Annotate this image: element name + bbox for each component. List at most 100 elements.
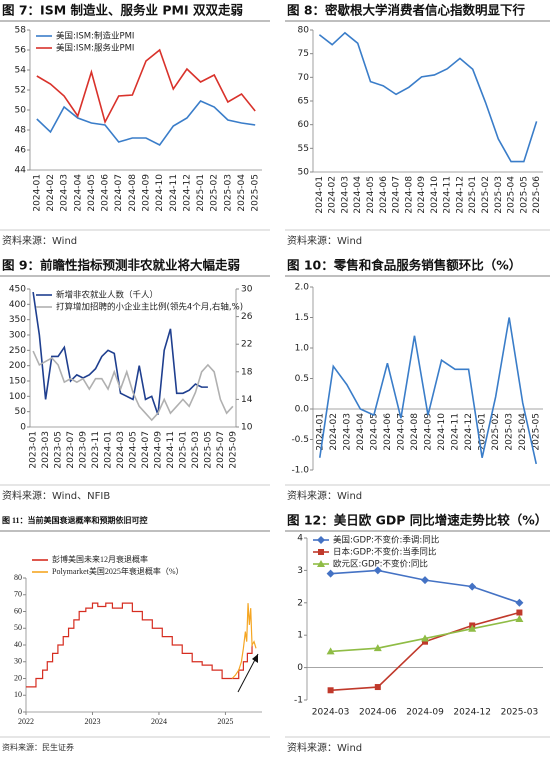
legend-label: Polymarket美国2025年衰退概率（%） — [52, 566, 184, 576]
point-marker — [421, 634, 429, 642]
y-tick-label: 75 — [298, 49, 309, 59]
chart-panel: 图 10：零售和食品服务销售额环比（%） 资料来源：Wind -1.0 -0.5 0.0… — [285, 258, 550, 502]
series-line — [231, 603, 257, 679]
y-tick-label: 30 — [14, 657, 22, 666]
x-tick-label: 2024-01 — [315, 176, 325, 214]
x-tick-label: 2025-02 — [210, 174, 220, 212]
y-tick-label: 0 — [18, 707, 22, 716]
x-tick-label: 2024-08 — [128, 174, 138, 212]
y-tick-label: -1 — [294, 696, 303, 706]
y-tick-label: 100 — [9, 392, 26, 402]
point-marker — [468, 582, 477, 591]
x-tick-label: 2023-01 — [29, 431, 39, 469]
x-tick-label: 2024-05 — [129, 431, 139, 469]
x-tick-label: 2024-06 — [101, 174, 111, 212]
point-marker — [373, 566, 382, 575]
x-tick-label: 2024-09 — [153, 431, 163, 469]
y-tick-label: 55 — [298, 144, 309, 154]
y-tick-label: 200 — [9, 361, 26, 371]
y-tick-label: 54 — [15, 66, 27, 76]
x-tick-label: 2024-11 — [443, 176, 453, 214]
x-tick-label: 2025-03 — [494, 176, 504, 214]
x-tick-label: 2024-07 — [141, 431, 151, 469]
point-marker — [516, 609, 523, 616]
chart-title: 图 10：零售和食品服务销售额环比（%） — [287, 258, 521, 273]
point-marker — [326, 569, 335, 578]
y-tick-label: 400 — [9, 300, 26, 310]
legend-label: 日本:GDP:不变价:当季同比 — [333, 547, 436, 558]
chart-title: 图 8：密歇根大学消费者信心指数明显下行 — [287, 3, 526, 18]
point-marker — [515, 598, 524, 607]
source-note: 资料来源：Wind — [287, 741, 362, 754]
point-marker — [317, 560, 325, 567]
legend-label: 欧元区:GDP:不变价:同比 — [333, 559, 428, 570]
y-tick-label: 46 — [15, 146, 27, 156]
y-tick-label: 0.0 — [295, 405, 310, 415]
y2-tick-label: 14 — [241, 395, 253, 405]
x-tick-label: 2024-11 — [451, 413, 461, 451]
series-line — [330, 569, 520, 604]
y-tick-label: 0 — [20, 423, 26, 433]
y2-tick-label: 26 — [241, 312, 253, 322]
y-tick-label: 60 — [14, 606, 22, 615]
point-marker — [515, 615, 524, 622]
x-tick-label: 2024 — [151, 717, 167, 726]
x-tick-label: 2024-12 — [464, 413, 474, 451]
point-marker — [326, 647, 335, 655]
y-tick-label: 1 — [297, 631, 303, 641]
x-tick-label: 2023-07 — [66, 431, 76, 469]
x-tick-label: 2025-02 — [491, 413, 501, 451]
x-tick-label: 2024-12 — [455, 176, 465, 214]
x-tick-label: 2024-06 — [383, 413, 393, 451]
y-tick-label: 2.0 — [295, 283, 310, 293]
y-tick-label: 150 — [9, 377, 26, 387]
y-tick-label: -1.0 — [291, 466, 309, 476]
x-tick-label: 2024-09 — [406, 708, 444, 718]
x-tick-label: 2024-04 — [356, 413, 366, 451]
y-tick-label: 10 — [14, 690, 22, 699]
x-tick-label: 2023 — [84, 717, 100, 726]
y-tick-label: 350 — [9, 315, 26, 325]
x-tick-label: 2024-07 — [396, 413, 406, 451]
x-tick-label: 2024-04 — [353, 176, 363, 214]
y-tick-label: 40 — [14, 640, 22, 649]
y-tick-label: 0 — [297, 663, 303, 673]
x-tick-label: 2024-03 — [60, 174, 70, 212]
y-tick-label: 80 — [14, 573, 22, 582]
x-tick-label: 2025-05 — [203, 431, 213, 469]
point-marker — [468, 624, 477, 632]
source-note: 资料来源：Wind — [2, 234, 77, 247]
legend-label: 彭博美国未来12月衰退概率 — [52, 554, 148, 564]
x-tick-label: 2025-04 — [237, 174, 247, 212]
x-tick-label: 2025-07 — [216, 431, 226, 469]
source-note: 资料来源：Wind — [287, 234, 362, 247]
series-line — [318, 31, 538, 163]
x-tick-label: 2024-01 — [104, 431, 114, 469]
x-tick-label: 2024-02 — [329, 413, 339, 451]
series-line — [26, 602, 253, 688]
x-tick-label: 2024-05 — [87, 174, 97, 212]
x-tick-label: 2024-07 — [114, 174, 124, 212]
point-marker — [373, 644, 382, 652]
y-tick-label: 58 — [15, 26, 27, 36]
series-line — [36, 48, 256, 125]
x-tick-label: 2025-04 — [507, 176, 517, 214]
point-marker — [327, 687, 334, 694]
arrow-head — [252, 654, 258, 663]
y-tick-label: 56 — [15, 46, 27, 56]
x-tick-label: 2023-03 — [41, 431, 51, 469]
x-tick-label: 2024-09 — [424, 413, 434, 451]
y-tick-label: 50 — [298, 168, 310, 178]
y-tick-label: 300 — [9, 331, 26, 341]
y-tick-label: -0.5 — [291, 435, 309, 445]
x-tick-label: 2023-05 — [54, 431, 64, 469]
legend-label: 美国:GDP:不变价:季调:同比 — [333, 535, 439, 546]
x-tick-label: 2025-01 — [478, 413, 488, 451]
y-tick-label: 0.5 — [295, 374, 309, 384]
x-tick-label: 2024-04 — [73, 174, 83, 212]
y-tick-label: 20 — [14, 673, 22, 682]
y-tick-label: 450 — [9, 285, 26, 295]
x-tick-label: 2025-05 — [532, 413, 542, 451]
